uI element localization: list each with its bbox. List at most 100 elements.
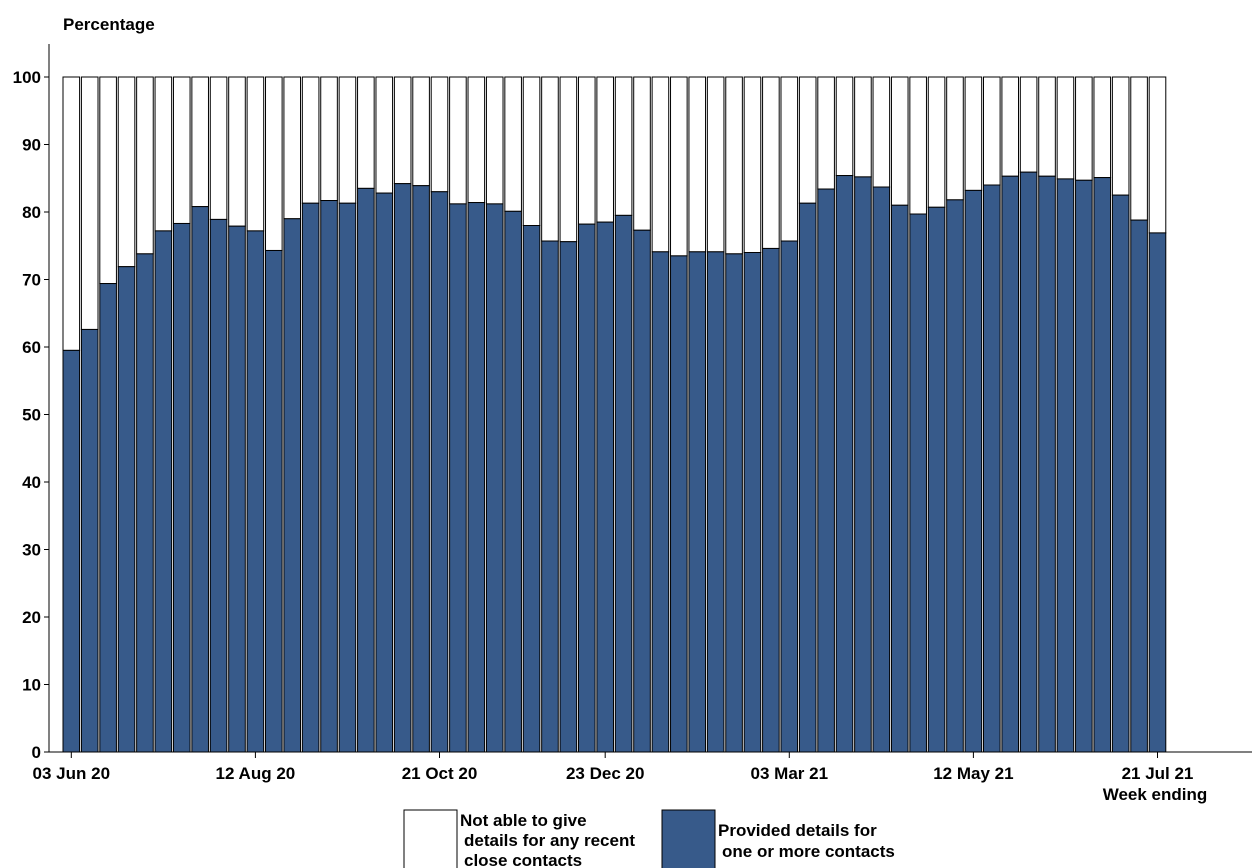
bar-provided xyxy=(1111,194,1130,753)
bar-provided xyxy=(449,203,467,753)
bars xyxy=(62,76,1167,753)
bar-not-able xyxy=(320,76,338,202)
bar-provided xyxy=(320,200,338,753)
bar-not-able xyxy=(1001,76,1020,177)
legend-line: Provided details for xyxy=(718,821,877,840)
bar-not-able xyxy=(301,76,320,204)
bar-provided xyxy=(780,240,799,753)
bar-not-able xyxy=(265,76,283,251)
bar-not-able xyxy=(412,76,430,187)
bar-provided xyxy=(1056,178,1075,753)
y-tick-label: 20 xyxy=(22,608,41,627)
bar-provided xyxy=(890,204,909,753)
bar-not-able xyxy=(559,76,578,243)
bar-not-able xyxy=(172,76,191,224)
bar-provided xyxy=(393,183,412,753)
bar-not-able xyxy=(596,76,614,223)
y-tick-label: 100 xyxy=(13,68,41,87)
bar-not-able xyxy=(393,76,412,185)
bar-not-able xyxy=(670,76,688,257)
bar-provided xyxy=(412,185,430,753)
bar-not-able xyxy=(762,76,780,249)
bar-provided xyxy=(909,213,927,753)
bar-provided xyxy=(154,230,173,753)
bar-provided xyxy=(80,328,99,753)
bar-not-able xyxy=(338,76,357,204)
bar-provided xyxy=(872,186,891,753)
axes xyxy=(48,44,1252,753)
x-axis-title: Week ending xyxy=(1103,785,1208,804)
bar-provided xyxy=(1001,175,1020,753)
bar-provided xyxy=(651,251,670,753)
bar-not-able xyxy=(1019,76,1038,173)
bar-not-able xyxy=(983,76,1001,186)
bar-provided xyxy=(1148,232,1167,753)
bar-provided xyxy=(1019,171,1038,753)
bar-not-able xyxy=(927,76,946,208)
legend-swatch-provided xyxy=(661,809,716,868)
bar-provided xyxy=(1038,175,1056,753)
bar-not-able xyxy=(1056,76,1075,180)
y-tick-label: 70 xyxy=(22,271,41,290)
bar-provided xyxy=(117,266,136,753)
bar-provided xyxy=(798,202,817,753)
bar-provided xyxy=(228,225,246,753)
bar-provided xyxy=(357,187,375,753)
bar-provided xyxy=(99,283,117,753)
bar-not-able xyxy=(449,76,467,205)
bar-provided xyxy=(1130,219,1148,753)
bar-not-able xyxy=(430,76,449,193)
bar-not-able xyxy=(117,76,136,268)
y-axis: 0 10 20 30 40 50 60 70 80 90 100 xyxy=(13,68,49,762)
bar-provided xyxy=(983,184,1001,753)
bar-not-able xyxy=(854,76,872,178)
bar-not-able xyxy=(633,76,651,231)
y-tick-label: 80 xyxy=(22,203,41,222)
bar-provided xyxy=(706,251,725,753)
bar-not-able xyxy=(154,76,173,232)
bar-not-able xyxy=(817,76,835,190)
bar-not-able xyxy=(577,76,596,225)
bar-provided xyxy=(964,189,983,753)
bar-not-able xyxy=(614,76,633,216)
bar-provided xyxy=(541,240,559,753)
bar-provided xyxy=(467,202,486,753)
bar-not-able xyxy=(964,76,983,191)
bar-provided xyxy=(743,252,762,753)
bar-provided xyxy=(1093,177,1112,753)
bar-provided xyxy=(1075,179,1093,753)
y-tick-label: 40 xyxy=(22,473,41,492)
y-tick-label: 10 xyxy=(22,676,41,695)
bar-provided xyxy=(246,230,265,753)
bar-provided xyxy=(209,218,228,753)
bar-provided xyxy=(614,214,633,753)
bar-not-able xyxy=(872,76,891,188)
x-tick-label: 03 Mar 21 xyxy=(751,764,829,783)
x-tick-label: 23 Dec 20 xyxy=(566,764,644,783)
x-tick-label: 21 Jul 21 xyxy=(1122,764,1194,783)
bar-provided xyxy=(596,221,614,753)
y-tick-label: 30 xyxy=(22,541,41,560)
y-tick-label: 60 xyxy=(22,338,41,357)
bar-provided xyxy=(559,241,578,753)
bar-not-able xyxy=(283,76,302,220)
y-tick-label: 90 xyxy=(22,136,41,155)
bar-not-able xyxy=(62,76,81,351)
bar-provided xyxy=(835,175,854,753)
bar-not-able xyxy=(890,76,909,206)
x-axis: 03 Jun 20 12 Aug 20 21 Oct 20 23 Dec 20 03 M… xyxy=(33,752,1194,783)
x-tick-label: 12 May 21 xyxy=(933,764,1013,783)
bar-provided xyxy=(854,176,872,753)
bar-provided xyxy=(485,203,504,753)
bar-not-able xyxy=(651,76,670,253)
bar-provided xyxy=(191,206,209,753)
bar-provided xyxy=(283,218,302,753)
bar-not-able xyxy=(246,76,265,232)
bar-provided xyxy=(670,255,688,753)
bar-provided xyxy=(301,202,320,753)
bar-provided xyxy=(927,206,946,753)
bar-provided xyxy=(430,191,449,753)
bar-provided xyxy=(522,225,541,753)
